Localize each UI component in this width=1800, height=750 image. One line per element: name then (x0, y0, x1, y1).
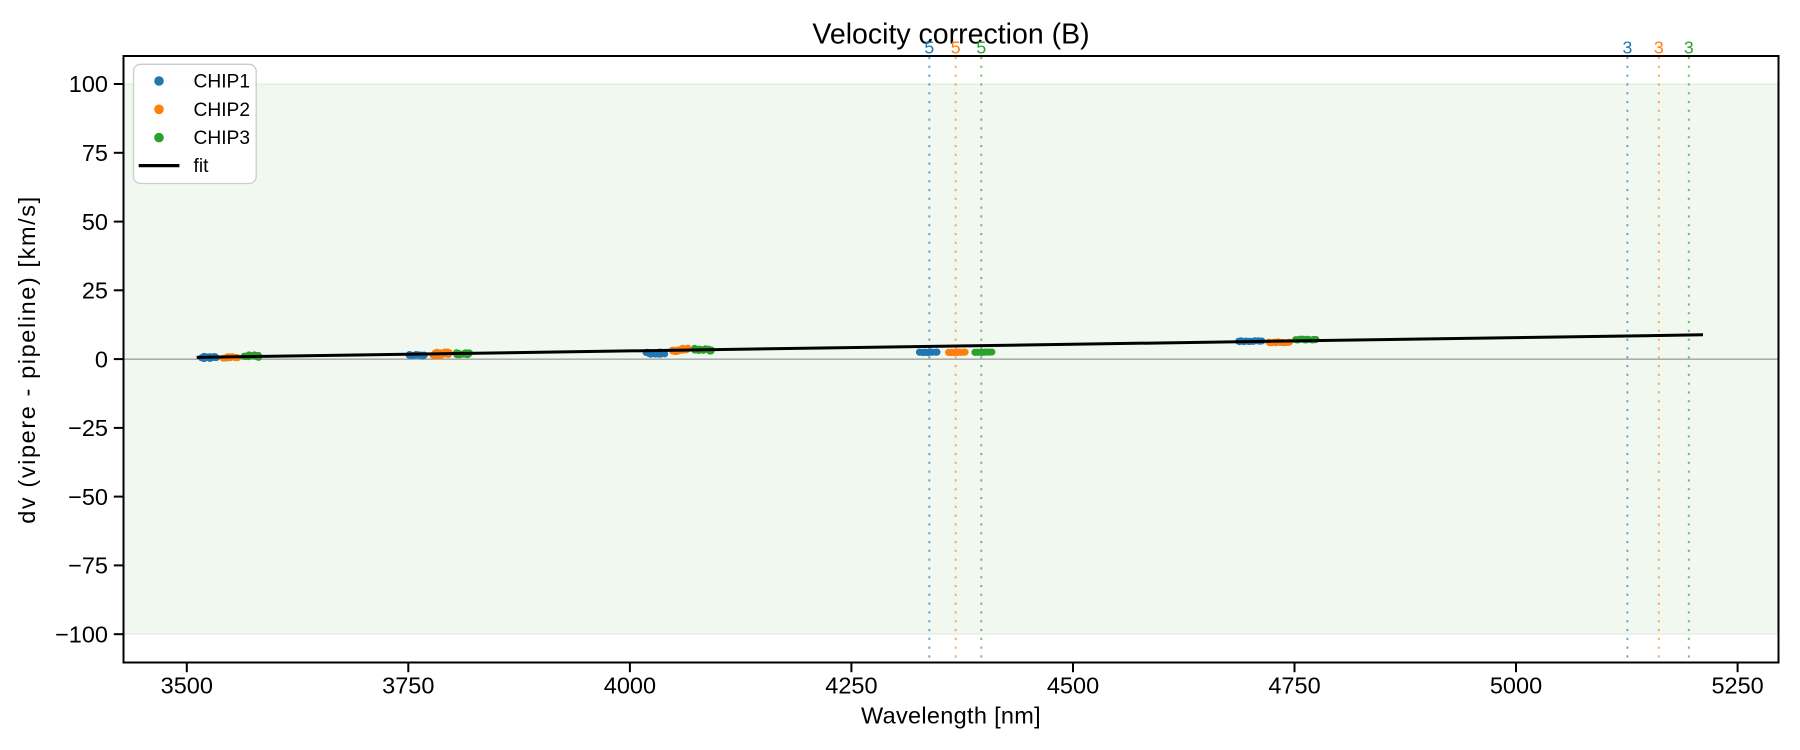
svg-text:4250: 4250 (825, 673, 877, 699)
svg-text:50: 50 (82, 209, 108, 235)
svg-text:4500: 4500 (1047, 673, 1099, 699)
svg-text:3500: 3500 (161, 673, 213, 699)
svg-text:−100: −100 (55, 621, 108, 647)
svg-text:5000: 5000 (1490, 673, 1542, 699)
svg-text:75: 75 (82, 140, 108, 166)
svg-text:dv (vipere - pipeline) [km/s]: dv (vipere - pipeline) [km/s] (14, 195, 40, 524)
svg-text:Velocity correction (B): Velocity correction (B) (812, 19, 1089, 51)
svg-text:100: 100 (69, 71, 108, 97)
svg-text:5: 5 (951, 38, 961, 58)
svg-text:−75: −75 (68, 553, 108, 579)
svg-text:Wavelength [nm]: Wavelength [nm] (861, 703, 1041, 729)
svg-text:CHIP3: CHIP3 (194, 128, 251, 149)
svg-text:fit: fit (194, 156, 210, 177)
svg-text:5: 5 (976, 38, 986, 58)
svg-text:3750: 3750 (382, 673, 434, 699)
svg-text:25: 25 (82, 278, 108, 304)
svg-text:4750: 4750 (1268, 673, 1320, 699)
svg-text:4000: 4000 (604, 673, 656, 699)
svg-text:CHIP1: CHIP1 (194, 72, 251, 93)
svg-text:3: 3 (1684, 38, 1694, 58)
svg-text:CHIP2: CHIP2 (194, 100, 251, 121)
svg-text:5: 5 (924, 38, 934, 58)
svg-text:3: 3 (1622, 38, 1632, 58)
svg-text:5250: 5250 (1711, 673, 1763, 699)
svg-text:−25: −25 (68, 415, 108, 441)
svg-text:3: 3 (1654, 38, 1664, 58)
svg-text:0: 0 (95, 346, 108, 372)
svg-text:−50: −50 (68, 484, 108, 510)
